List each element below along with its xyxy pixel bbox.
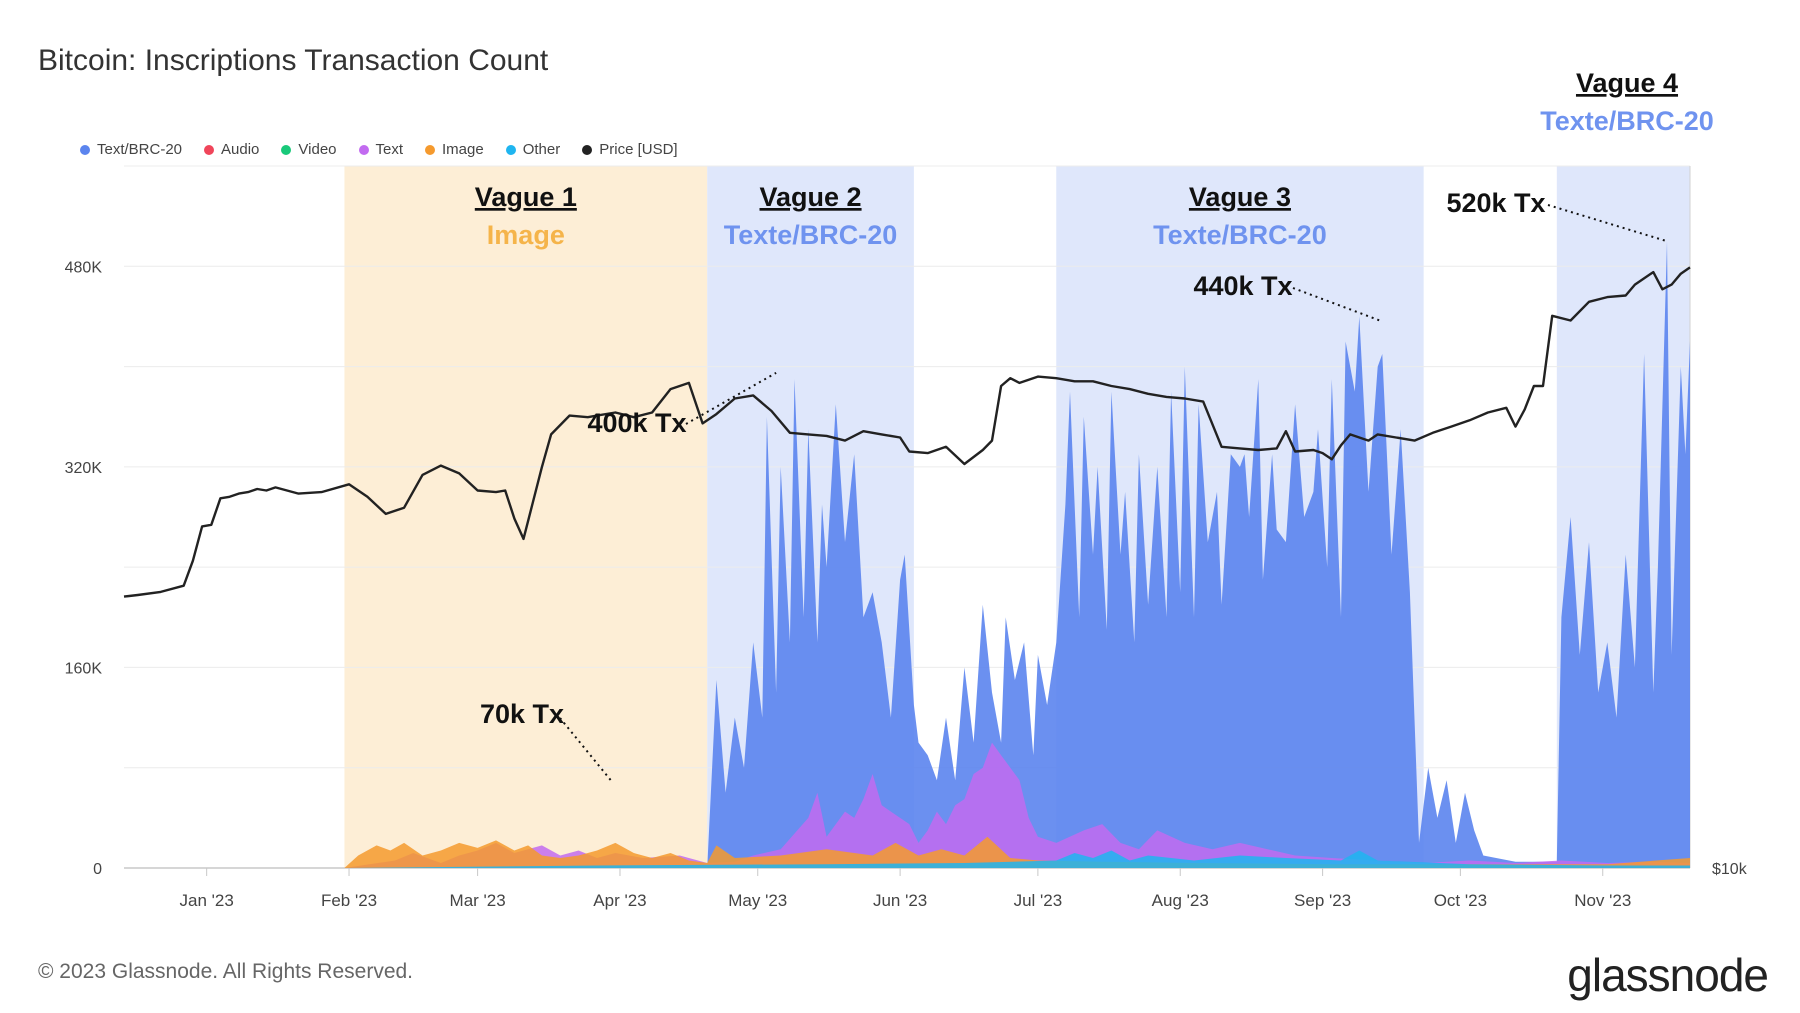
legend-label: Price [USD]: [599, 141, 678, 158]
legend-label: Text/BRC-20: [97, 141, 183, 158]
legend-item[interactable]: Audio: [204, 141, 259, 158]
area-series-other: [344, 850, 1690, 868]
wave-title-1: Vague 1: [475, 182, 577, 212]
wave-title-4: Vague 4: [1576, 68, 1678, 98]
x-tick-label: Feb '23: [321, 891, 377, 910]
brand-logo: glassnode: [1567, 949, 1769, 1001]
legend-dot-icon: [80, 144, 90, 155]
legend-label: Audio: [221, 141, 260, 158]
y-tick-label: 0: [93, 861, 102, 878]
price-line: [123, 266, 1691, 598]
x-tick-label: Nov '23: [1574, 891, 1631, 910]
x-tick-label: Jun '23: [873, 891, 927, 910]
legend-label: Video: [298, 141, 337, 158]
wave-band-1: [344, 166, 708, 868]
x-tick-label: Jan '23: [180, 891, 234, 910]
legend-item[interactable]: Price [USD]: [582, 141, 678, 158]
legend-label: Text: [375, 141, 404, 158]
legend-item[interactable]: Text: [358, 141, 404, 158]
wave-subtitle-2: Texte/BRC-20: [724, 220, 898, 250]
copyright-footer: © 2023 Glassnode. All Rights Reserved.: [38, 960, 414, 983]
area-series-image: [344, 836, 1690, 868]
x-tick-label: Sep '23: [1294, 891, 1351, 910]
annotation-leader: [1547, 204, 1668, 243]
annotation-label: 440k Tx: [1193, 271, 1292, 301]
legend-item[interactable]: Text/BRC-20: [80, 141, 182, 158]
y-right-tick-label: $10k: [1712, 861, 1748, 878]
wave-title-2: Vague 2: [760, 182, 862, 212]
y-tick-label: 320K: [65, 460, 103, 477]
legend-dot-icon: [358, 144, 369, 155]
x-tick-label: Oct '23: [1434, 891, 1487, 910]
chart-title: Bitcoin: Inscriptions Transaction Count: [38, 44, 549, 77]
annotation-leader: [559, 717, 612, 781]
y-tick-label: 480K: [65, 259, 103, 276]
x-tick-label: Mar '23: [450, 891, 506, 910]
legend-item[interactable]: Image: [425, 141, 484, 158]
area-series-text-brc-20: [707, 241, 1690, 868]
wave-subtitle-3: Texte/BRC-20: [1153, 220, 1327, 250]
x-tick-label: Apr '23: [593, 891, 646, 910]
wave-subtitle-1: Image: [487, 220, 565, 250]
area-series-text: [344, 742, 1690, 868]
annotation-label: 70k Tx: [480, 699, 564, 729]
legend-dot-icon: [204, 144, 215, 155]
legend-dot-icon: [425, 144, 436, 155]
legend-dot-icon: [582, 144, 593, 155]
legend-dot-icon: [505, 144, 516, 155]
legend-label: Other: [522, 141, 561, 158]
x-tick-label: Jul '23: [1014, 891, 1063, 910]
legend-item[interactable]: Other: [505, 141, 561, 158]
annotation-label: 520k Tx: [1446, 188, 1545, 218]
chart-legend: Text/BRC-20 Audio Video Text Image Other Price…: [80, 141, 678, 158]
annotation-leader: [1292, 287, 1383, 323]
x-tick-label: Aug '23: [1152, 891, 1209, 910]
annotation-label: 400k Tx: [587, 408, 686, 438]
wave-subtitle-4: Texte/BRC-20: [1540, 106, 1714, 136]
wave-title-3: Vague 3: [1189, 182, 1291, 212]
legend-dot-icon: [281, 144, 292, 155]
legend-label: Image: [442, 141, 484, 158]
legend-item[interactable]: Video: [281, 141, 337, 158]
y-tick-label: 160K: [65, 660, 103, 677]
x-tick-label: May '23: [728, 891, 787, 910]
